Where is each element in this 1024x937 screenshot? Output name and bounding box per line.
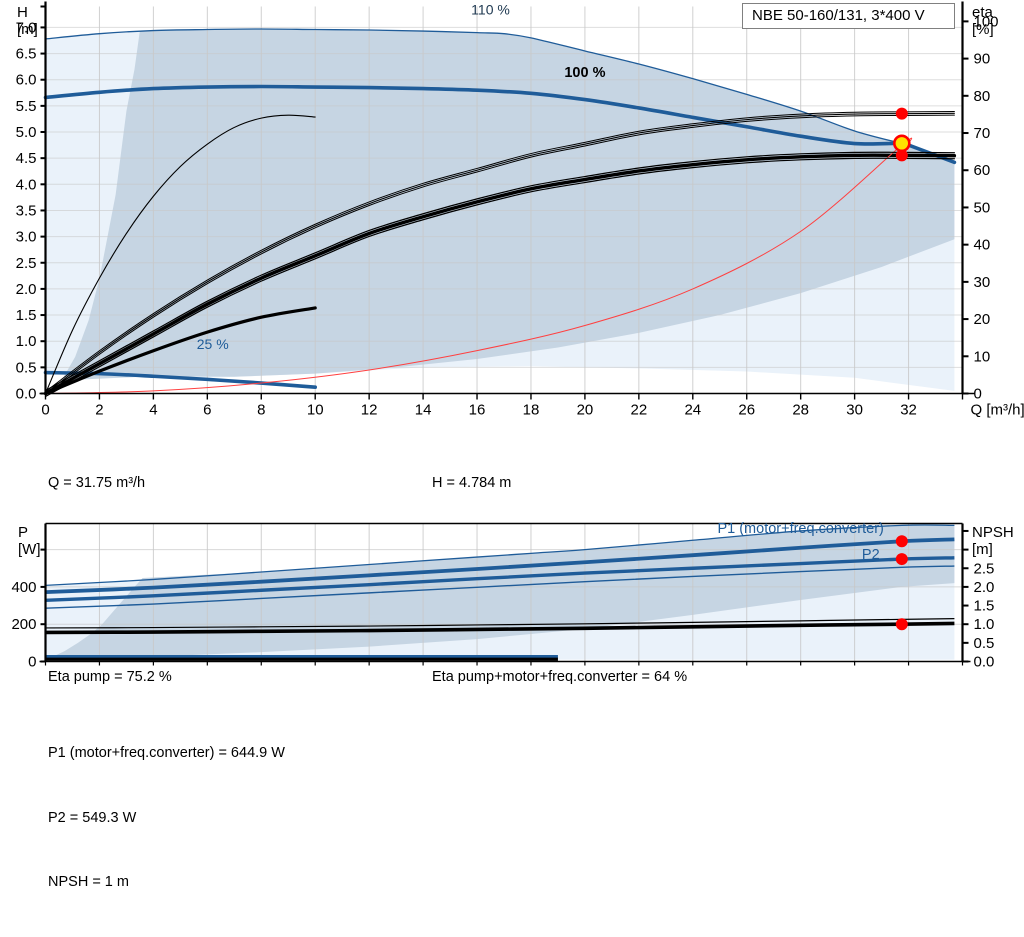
upper-tick-label-bottom: 10 xyxy=(307,402,324,419)
upper-tick-label-left: 5.0 xyxy=(16,124,37,141)
lower-y-left-axis-title: P [W] xyxy=(18,524,41,558)
upper-tick-label-right: 20 xyxy=(974,311,991,328)
lower-tick-label-right: 0.5 xyxy=(974,635,995,652)
upper-tick-label-bottom: 12 xyxy=(361,402,378,419)
info-line: Q = 31.75 m³/h xyxy=(48,473,331,495)
lower-tick-label-right: 1.5 xyxy=(974,598,995,615)
upper-tick-label-left: 3.5 xyxy=(16,202,37,219)
info-line: P2 = 549.3 W xyxy=(48,808,285,830)
lower-tick-label-right: 0.0 xyxy=(974,654,995,671)
model-title-box: NBE 50-160/131, 3*400 V xyxy=(742,3,955,29)
lower-tick-label-left: 0 xyxy=(28,654,36,671)
lower-tick-label-right: 2.5 xyxy=(974,560,995,577)
lower-marker-point xyxy=(896,535,908,547)
upper-tick-label-right: 60 xyxy=(974,162,991,179)
upper-tick-label-left: 4.0 xyxy=(16,176,37,193)
upper-tick-label-bottom: 32 xyxy=(900,402,917,419)
lower-curve-annotation: P2 xyxy=(862,547,880,563)
upper-tick-label-left: 6.5 xyxy=(16,46,37,63)
upper-tick-label-left: 1.0 xyxy=(16,333,37,350)
upper-tick-label-left: 3.0 xyxy=(16,229,37,246)
info-line: NPSH = 1 m xyxy=(48,872,285,894)
upper-tick-label-left: 2.0 xyxy=(16,281,37,298)
upper-y-right-axis-title: eta [%] xyxy=(972,4,994,38)
upper-tick-label-right: 0 xyxy=(974,386,982,403)
upper-tick-label-left: 0.0 xyxy=(16,386,37,403)
info-block-bottom: P1 (motor+freq.converter) = 644.9 W P2 =… xyxy=(48,700,285,937)
upper-curve-annotation: 110 % xyxy=(471,1,510,17)
upper-tick-label-right: 10 xyxy=(974,348,991,365)
upper-tick-label-bottom: 2 xyxy=(95,402,103,419)
upper-tick-label-bottom: 28 xyxy=(792,402,809,419)
upper-tick-label-bottom: 24 xyxy=(684,402,701,419)
lower-tick-label-right: 1.0 xyxy=(974,616,995,633)
upper-tick-label-right: 80 xyxy=(974,88,991,105)
upper-tick-label-right: 90 xyxy=(974,51,991,68)
lower-marker-point xyxy=(896,618,908,630)
info-line: P1 (motor+freq.converter) = 644.9 W xyxy=(48,743,285,765)
lower-tick-label-left: 200 xyxy=(11,616,36,633)
upper-tick-label-left: 2.5 xyxy=(16,255,37,272)
lower-curve-annotation: P1 (motor+freq.converter) xyxy=(717,521,883,537)
upper-tick-label-right: 50 xyxy=(974,199,991,216)
upper-tick-label-left: 6.0 xyxy=(16,72,37,89)
upper-tick-label-left: 0.5 xyxy=(16,359,37,376)
upper-y-left-axis-title: H [m] xyxy=(17,4,38,38)
upper-tick-label-bottom: 4 xyxy=(149,402,157,419)
lower-y-right-axis-title: NPSH [m] xyxy=(972,524,1014,558)
upper-tick-label-bottom: 6 xyxy=(203,402,211,419)
upper-tick-label-bottom: 30 xyxy=(846,402,863,419)
eta-marker-point xyxy=(896,108,908,120)
upper-tick-label-bottom: 26 xyxy=(738,402,755,419)
upper-tick-label-left: 1.5 xyxy=(16,307,37,324)
lower-marker-point xyxy=(896,553,908,565)
upper-tick-label-bottom: 16 xyxy=(469,402,486,419)
upper-curve-annotation: 100 % xyxy=(564,65,605,81)
upper-tick-label-bottom: 20 xyxy=(577,402,594,419)
upper-tick-label-bottom: 14 xyxy=(415,402,432,419)
upper-tick-label-bottom: 8 xyxy=(257,402,265,419)
power-npsh-chart: 400 200 0 2.5 2.0 1.51.0 0.5 0.0 P1 (motor+freq.… xyxy=(0,521,1024,681)
upper-curve-annotation: 25 % xyxy=(197,336,229,352)
lower-tick-label-left: 400 xyxy=(11,579,36,596)
upper-x-axis-title: Q [m³/h] xyxy=(971,402,1024,419)
upper-tick-label-right: 40 xyxy=(974,237,991,254)
duty-point-marker xyxy=(894,136,909,151)
upper-tick-label-left: 4.5 xyxy=(16,150,37,167)
upper-tick-label-left: 5.5 xyxy=(16,98,37,115)
lower-tick-label-right: 2.0 xyxy=(974,579,995,596)
head-efficiency-chart: 7.06.56.05.55.04.54.03.53.02.52.01.51.00… xyxy=(0,0,1024,415)
upper-tick-label-bottom: 22 xyxy=(631,402,648,419)
upper-tick-label-bottom: 18 xyxy=(523,402,540,419)
info-line: H = 4.784 m xyxy=(432,473,687,495)
upper-tick-label-right: 30 xyxy=(974,274,991,291)
upper-tick-label-bottom: 0 xyxy=(41,402,49,419)
upper-tick-label-right: 70 xyxy=(974,125,991,142)
